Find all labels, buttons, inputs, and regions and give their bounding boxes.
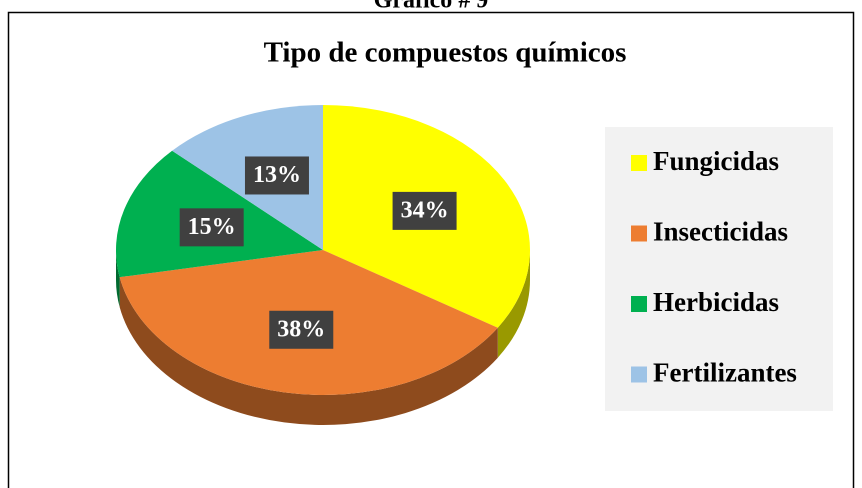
legend-label: Fertilizantes <box>653 358 797 388</box>
legend-label: Insecticidas <box>653 217 788 247</box>
legend-box <box>605 127 833 411</box>
data-label: 38% <box>277 316 325 342</box>
chart-title: Tipo de compuestos químicos <box>264 37 627 69</box>
legend-swatch <box>631 155 647 171</box>
data-label-box <box>392 191 457 230</box>
legend-label: Herbicidas <box>653 287 779 317</box>
data-label-box <box>269 310 334 349</box>
data-label-box <box>244 156 309 195</box>
caption: Gráfico # 9 <box>374 0 489 14</box>
legend-swatch <box>631 366 647 383</box>
legend-swatch <box>631 296 647 312</box>
legend-label: Fungicidas <box>653 146 779 176</box>
slice-side <box>116 250 120 308</box>
legend-swatch <box>631 225 647 242</box>
slice-side <box>497 250 530 358</box>
data-label: 13% <box>253 162 301 188</box>
data-label: 34% <box>401 197 449 223</box>
data-label-box <box>179 208 244 247</box>
data-label: 15% <box>188 214 236 240</box>
slice-side <box>119 277 498 425</box>
